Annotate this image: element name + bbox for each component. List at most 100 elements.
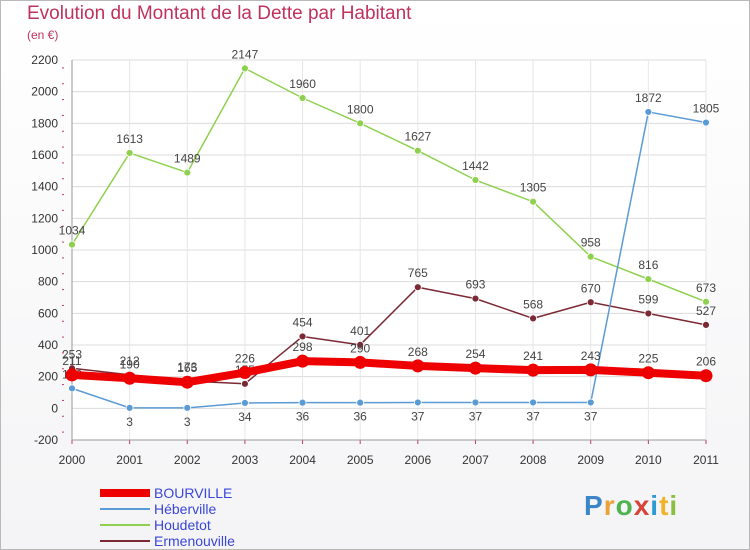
data-point-heberville xyxy=(586,398,595,407)
data-label-bourville: 241 xyxy=(523,349,543,363)
data-label-bourville: 225 xyxy=(638,352,658,366)
data-label-ermenouville: 765 xyxy=(408,266,428,280)
data-point-ermenouville xyxy=(298,332,307,341)
chart-title: Evolution du Montant de la Dette par Hab… xyxy=(27,3,412,24)
data-label-bourville: 290 xyxy=(350,341,370,355)
data-label-bourville: 298 xyxy=(293,340,313,354)
data-label-ermenouville: 568 xyxy=(523,297,543,311)
data-label-bourville: 243 xyxy=(581,349,601,363)
data-point-bourville xyxy=(238,366,252,380)
data-label-ermenouville: 599 xyxy=(638,292,658,306)
x-tick-label: 2000 xyxy=(59,453,86,467)
data-label-houdetot: 1613 xyxy=(116,132,143,146)
y-tick-label: -200 xyxy=(34,433,58,447)
data-point-ermenouville xyxy=(702,320,710,329)
data-label-bourville: 254 xyxy=(465,347,485,361)
data-label-bourville: 268 xyxy=(408,345,428,359)
data-label-houdetot: 673 xyxy=(696,281,716,295)
data-label-bourville: 165 xyxy=(177,361,197,375)
data-label-bourville: 190 xyxy=(120,357,140,371)
proxiti-logo: Proxiti xyxy=(584,490,679,521)
data-point-ermenouville xyxy=(413,283,422,292)
data-label-bourville: 226 xyxy=(235,352,255,366)
y-tick-label: 1200 xyxy=(31,211,58,225)
data-label-houdetot: 1960 xyxy=(289,77,316,91)
data-point-bourville xyxy=(584,363,598,377)
x-tick-label: 2008 xyxy=(520,453,547,467)
data-point-heberville xyxy=(298,398,307,407)
data-label-ermenouville: 527 xyxy=(696,304,716,318)
data-label-houdetot: 1442 xyxy=(462,159,489,173)
legend-label: Héberville xyxy=(154,501,217,517)
data-point-heberville xyxy=(68,384,76,393)
data-label-ermenouville: 173 xyxy=(177,360,197,374)
data-point-heberville xyxy=(702,118,710,127)
y-tick-label: 0 xyxy=(51,401,58,415)
data-label-bourville: 211 xyxy=(62,354,81,368)
data-label-heberville: 1805 xyxy=(693,102,720,116)
legend-item: BOURVILLE xyxy=(100,485,235,501)
data-point-bourville xyxy=(468,361,482,375)
series-line-houdetot xyxy=(71,67,707,303)
data-label-heberville: 3 xyxy=(184,415,191,429)
data-point-ermenouville xyxy=(529,314,537,323)
data-point-houdetot xyxy=(68,240,76,249)
legend-item: Héberville xyxy=(100,501,235,517)
y-tick-label: 1800 xyxy=(31,116,58,130)
data-point-heberville xyxy=(356,398,365,407)
x-tick-label: 2007 xyxy=(462,453,489,467)
data-point-heberville xyxy=(471,398,480,407)
data-point-houdetot xyxy=(413,146,422,155)
legend-item: Houdetot xyxy=(100,517,235,533)
legend: BOURVILLE Héberville Houdetot Ermenouvil… xyxy=(100,485,235,549)
legend-label: BOURVILLE xyxy=(154,485,233,501)
x-tick-label: 2011 xyxy=(693,453,719,467)
data-point-ermenouville xyxy=(471,294,480,303)
data-label-houdetot: 1489 xyxy=(174,152,201,166)
data-point-ermenouville xyxy=(586,298,595,307)
data-label-heberville: 37 xyxy=(584,409,598,423)
y-tick-label: 600 xyxy=(38,306,58,320)
y-tick-label: 2000 xyxy=(31,85,58,99)
legend-swatch xyxy=(100,540,150,542)
data-label-ermenouville: 401 xyxy=(350,324,370,338)
data-label-houdetot: 1627 xyxy=(404,130,431,144)
data-label-ermenouville: 212 xyxy=(120,354,140,368)
x-tick-label: 2003 xyxy=(232,453,259,467)
data-label-ermenouville: 670 xyxy=(581,281,601,295)
data-label-heberville: 37 xyxy=(411,409,425,423)
data-label-bourville: 206 xyxy=(696,355,716,369)
y-tick-label: 2200 xyxy=(31,53,58,67)
data-point-houdetot xyxy=(356,119,365,128)
data-point-bourville xyxy=(353,355,367,369)
data-point-bourville xyxy=(526,363,540,377)
data-label-ermenouville: 454 xyxy=(293,315,313,329)
data-point-bourville xyxy=(123,371,137,385)
x-tick-label: 2010 xyxy=(635,453,662,467)
data-label-heberville: 37 xyxy=(526,409,540,423)
data-point-bourville xyxy=(641,366,655,380)
data-point-houdetot xyxy=(644,275,653,284)
legend-label: Houdetot xyxy=(154,517,211,533)
data-point-bourville xyxy=(180,375,194,389)
legend-swatch xyxy=(100,489,150,497)
y-tick-label: 1600 xyxy=(31,148,58,162)
y-tick-label: 400 xyxy=(38,338,58,352)
y-tick-label: 200 xyxy=(38,370,58,384)
data-label-heberville: 34 xyxy=(238,410,252,424)
data-label-houdetot: 816 xyxy=(638,258,658,272)
data-point-houdetot xyxy=(298,94,307,102)
data-point-bourville xyxy=(411,359,425,373)
data-label-houdetot: 2147 xyxy=(232,47,259,61)
data-point-heberville xyxy=(183,403,192,412)
data-label-houdetot: 1800 xyxy=(347,102,374,116)
legend-swatch xyxy=(100,508,150,510)
data-point-heberville xyxy=(529,398,537,407)
data-label-heberville: 36 xyxy=(296,410,310,424)
data-label-ermenouville: 253 xyxy=(62,347,82,361)
series-line-bourville xyxy=(71,357,707,387)
x-tick-label: 2006 xyxy=(404,453,431,467)
y-tick-label: 1400 xyxy=(31,180,58,194)
data-label-houdetot: 1305 xyxy=(520,181,547,195)
